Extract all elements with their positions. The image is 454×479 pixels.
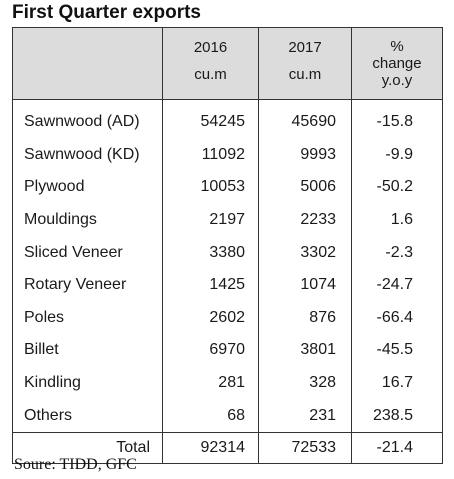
table-header: 2016 cu.m 2017 cu.m % change y.o.y	[12, 27, 443, 100]
table-row: Kindling 281 328 16.7	[12, 366, 443, 400]
header-2016-year: 2016	[193, 39, 228, 56]
row-product: Plywood	[12, 171, 163, 204]
table-body: Sawnwood (AD) 54245 45690 -15.8 Sawnwood…	[12, 99, 443, 464]
row-pct-change: 238.5	[351, 399, 443, 433]
table-row: Sawnwood (KD) 11092 9993 -9.9	[12, 138, 443, 172]
table-row: Poles 2602 876 -66.4	[12, 301, 443, 335]
total-row: Total 92314 72533 -21.4	[12, 431, 443, 464]
row-2017-value: 3302	[258, 236, 352, 269]
row-2016-value: 6970	[162, 334, 259, 367]
row-2016-value: 3380	[162, 236, 259, 269]
row-product: Poles	[12, 301, 163, 335]
header-pct-change: % change y.o.y	[351, 27, 443, 100]
total-2017-value: 72533	[258, 431, 352, 464]
row-pct-change: 16.7	[351, 366, 443, 400]
row-2017-value: 3801	[258, 334, 352, 367]
header-2016-unit: cu.m	[194, 66, 227, 83]
row-pct-change: -50.2	[351, 171, 443, 204]
header-pct-change-word: change	[372, 55, 422, 72]
row-pct-change: -24.7	[351, 268, 443, 302]
row-product: Sliced Veneer	[12, 236, 163, 269]
row-pct-change: -2.3	[351, 236, 443, 269]
row-2016-value: 54245	[162, 99, 259, 139]
row-pct-change: -15.8	[351, 99, 443, 139]
row-product: Others	[12, 399, 163, 433]
header-row: 2016 cu.m 2017 cu.m % change y.o.y	[12, 27, 443, 100]
row-product: Sawnwood (AD)	[12, 99, 163, 139]
header-pct-symbol: %	[390, 38, 404, 55]
row-2017-value: 5006	[258, 171, 352, 204]
header-2017: 2017 cu.m	[258, 27, 352, 100]
total-label: Total	[12, 431, 163, 464]
row-2016-value: 2197	[162, 203, 259, 237]
row-2016-value: 281	[162, 366, 259, 400]
source-note: Soure: TIDD, GFC	[14, 456, 137, 473]
row-2016-value: 1425	[162, 268, 259, 302]
row-2017-value: 1074	[258, 268, 352, 302]
row-product: Rotary Veneer	[12, 268, 163, 302]
row-2017-value: 2233	[258, 203, 352, 237]
row-2017-value: 328	[258, 366, 352, 400]
table-row: Mouldings 2197 2233 1.6	[12, 203, 443, 237]
exports-table: 2016 cu.m 2017 cu.m % change y.o.y Sawnw…	[12, 27, 443, 464]
header-2016: 2016 cu.m	[162, 27, 259, 100]
row-2016-value: 11092	[162, 138, 259, 172]
table-row: Sawnwood (AD) 54245 45690 -15.8	[12, 99, 443, 139]
table-row: Billet 6970 3801 -45.5	[12, 334, 443, 367]
row-2016-value: 68	[162, 399, 259, 433]
header-pct-yoy: y.o.y	[381, 72, 413, 89]
row-2017-value: 876	[258, 301, 352, 335]
table-title: First Quarter exports	[12, 2, 201, 23]
row-2017-value: 9993	[258, 138, 352, 172]
row-2016-value: 10053	[162, 171, 259, 204]
exports-table-container: 2016 cu.m 2017 cu.m % change y.o.y Sawnw…	[12, 27, 443, 464]
row-pct-change: -66.4	[351, 301, 443, 335]
table-row: Others 68 231 238.5	[12, 399, 443, 433]
row-pct-change: -9.9	[351, 138, 443, 172]
row-2017-value: 45690	[258, 99, 352, 139]
row-pct-change: 1.6	[351, 203, 443, 237]
table-row: Plywood 10053 5006 -50.2	[12, 171, 443, 204]
row-2017-value: 231	[258, 399, 352, 433]
header-2017-unit: cu.m	[288, 66, 322, 83]
row-pct-change: -45.5	[351, 334, 443, 367]
total-pct-change: -21.4	[351, 431, 443, 464]
table-row: Sliced Veneer 3380 3302 -2.3	[12, 236, 443, 269]
row-2016-value: 2602	[162, 301, 259, 335]
row-product: Sawnwood (KD)	[12, 138, 163, 172]
total-2016-value: 92314	[162, 431, 259, 464]
table-row: Rotary Veneer 1425 1074 -24.7	[12, 268, 443, 302]
row-product: Kindling	[12, 366, 163, 400]
row-product: Mouldings	[12, 203, 163, 237]
row-product: Billet	[12, 334, 163, 367]
header-2017-year: 2017	[288, 39, 322, 56]
header-product	[12, 27, 163, 100]
